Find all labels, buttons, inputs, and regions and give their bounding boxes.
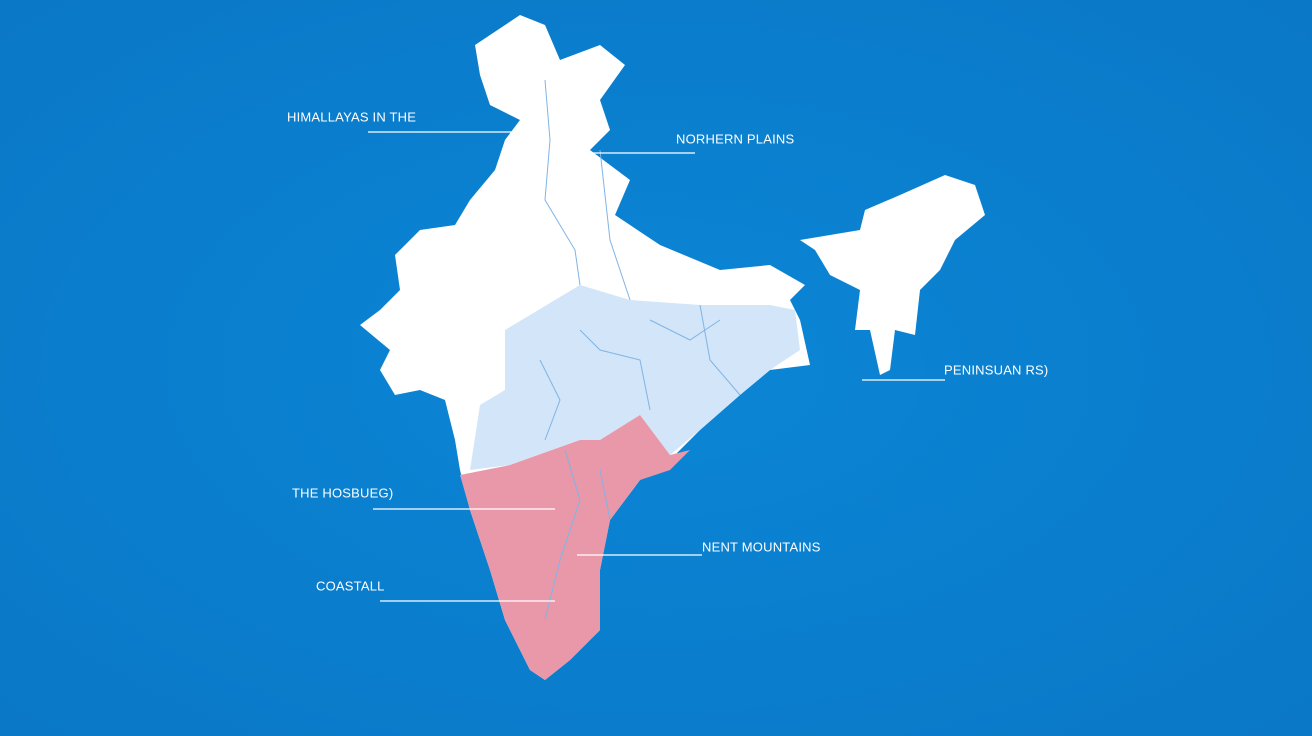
state-borders [539,79,741,621]
region-label: COASTALL [316,578,385,593]
region-label: NORHERN PLAINS [676,131,795,146]
central-region [470,285,800,470]
region-label: NENT MOUNTAINS [702,539,821,554]
region-label: HIMALLAYAS IN THE [287,109,416,124]
region-label: PENINSUAN RS) [944,362,1048,377]
region-label: THE HOSBUEG) [292,485,393,500]
southern-region [460,415,690,680]
northeast-region [800,175,985,375]
